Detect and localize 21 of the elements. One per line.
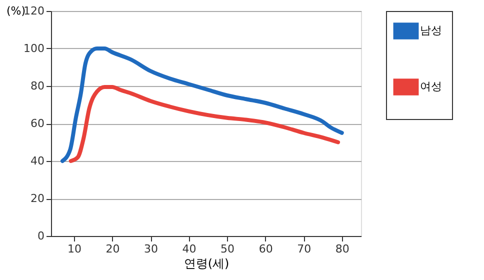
- x-tick-label: 80: [335, 242, 350, 256]
- y-tick-label: 100: [24, 42, 44, 55]
- x-tick-label: 30: [144, 242, 158, 256]
- x-tick-label: 50: [220, 242, 235, 256]
- legend-label: 남성: [420, 24, 442, 37]
- x-tick-label: 40: [182, 242, 196, 256]
- x-axis-title: 연령(세): [184, 256, 230, 270]
- y-tick-label: 0: [38, 230, 44, 242]
- line-series: [68, 84, 340, 163]
- legend-label: 여성: [420, 80, 442, 93]
- y-axis-title: (%): [6, 4, 26, 18]
- y-tick-label: 120: [24, 4, 44, 18]
- line-series: [60, 46, 344, 163]
- y-tick-label: 60: [30, 117, 44, 130]
- y-tick-label: 80: [30, 80, 44, 92]
- y-tick-label: 40: [30, 154, 44, 168]
- x-tick-label: 60: [258, 242, 273, 256]
- x-tick-label: 70: [297, 242, 312, 256]
- x-tick-label: 10: [67, 242, 82, 256]
- x-tick-label: 20: [106, 242, 120, 256]
- y-tick-label: 20: [30, 192, 44, 205]
